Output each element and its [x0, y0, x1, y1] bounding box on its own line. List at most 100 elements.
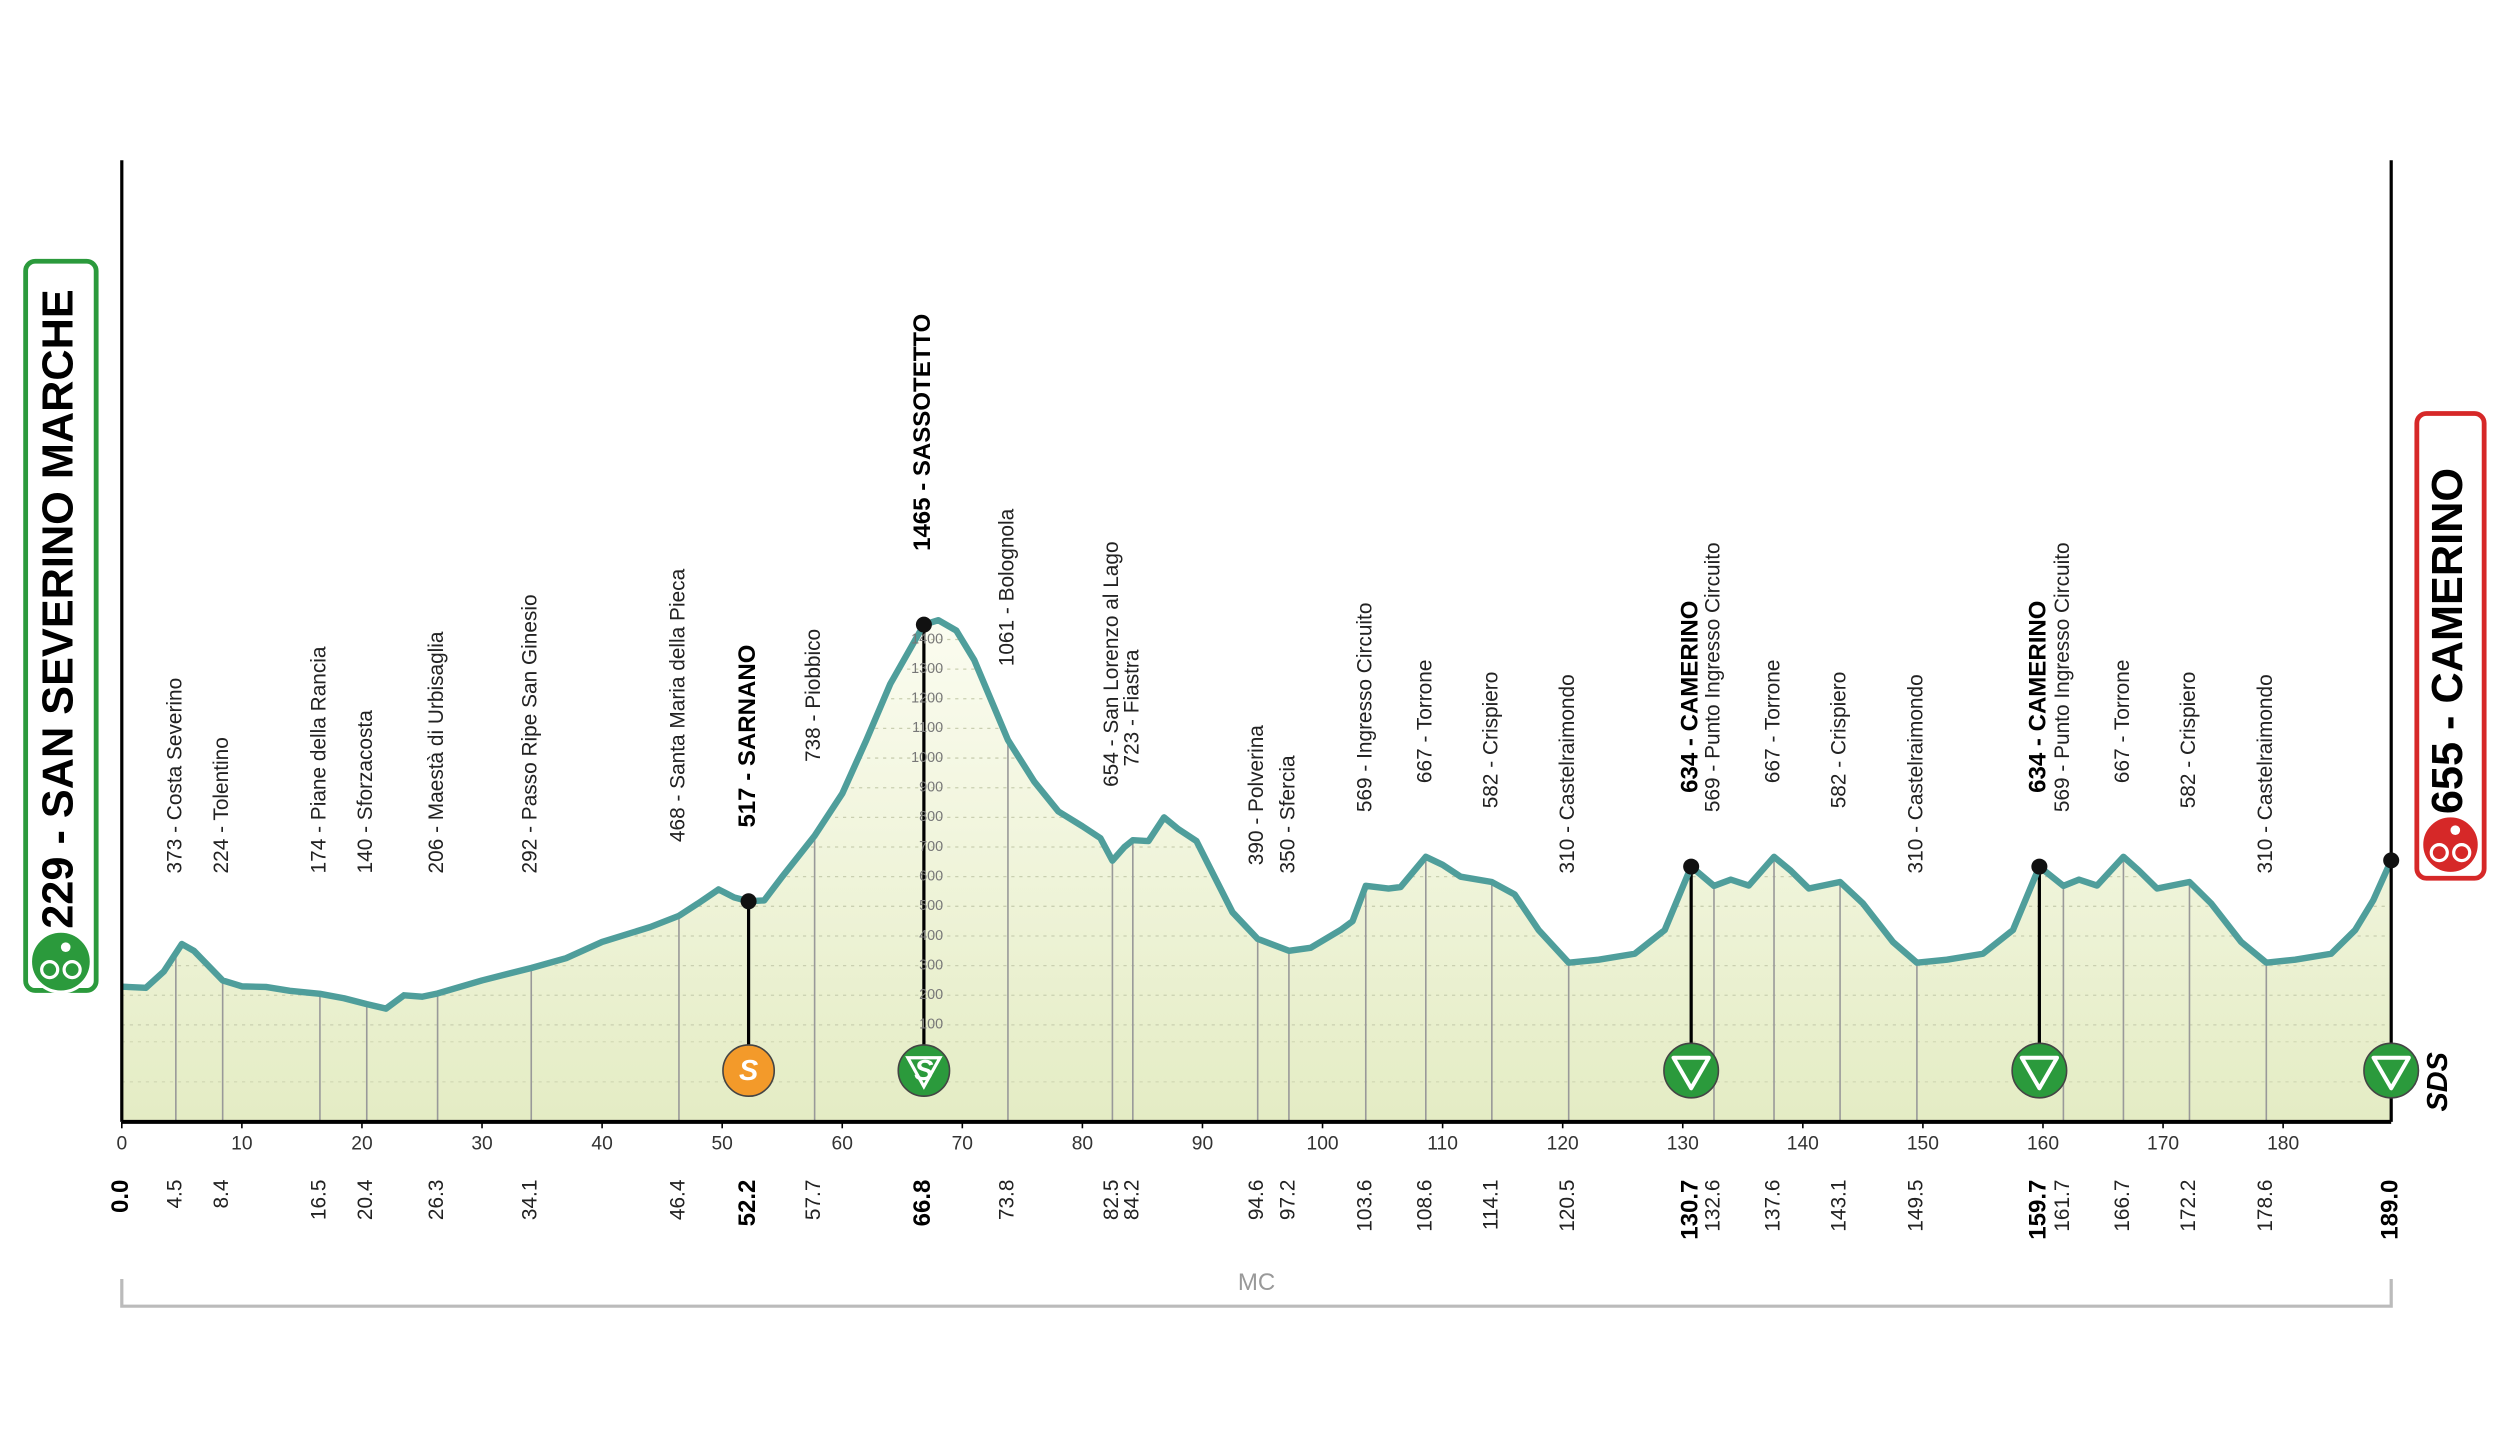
x-tick-label: 20 [351, 1133, 372, 1154]
waypoint-label: 569 - Ingresso Circuito [1353, 603, 1376, 813]
y-tick-label: 800 [919, 809, 943, 825]
elevation-line [121, 616, 2395, 1012]
waypoint-label: 140 - Sforzacosta [354, 710, 377, 874]
y-tick-label: 1400 [911, 631, 943, 647]
waypoint-label: 667 - Torrone [1413, 660, 1436, 784]
y-tick-label: 400 [919, 928, 943, 944]
km-label: 46.4 [666, 1180, 689, 1221]
km-label: 52.2 [734, 1180, 761, 1227]
x-tick-label: 180 [2267, 1133, 2299, 1154]
waypoint-label: 517 - SARNANO [734, 645, 761, 828]
circuit-icon-mark [1671, 1055, 1711, 1091]
x-tick-label: 110 [1427, 1133, 1458, 1154]
waypoint-label: 723 - Fiastra [1120, 649, 1143, 766]
elevation-area [121, 620, 2392, 1122]
y-tick-label: 300 [919, 957, 943, 973]
km-label: 137.6 [1762, 1180, 1785, 1232]
x-tick-label: 10 [231, 1133, 252, 1154]
waypoint-label: 292 - Passo Ripe San Ginesio [519, 594, 542, 873]
waypoint-label: 634 - CAMERINO [2025, 601, 2052, 793]
km-label: 114.1 [1479, 1180, 1502, 1231]
circuit-icon-mark [2371, 1055, 2411, 1091]
x-tick-label: 50 [711, 1133, 732, 1154]
finish-icon-head [2450, 825, 2461, 835]
x-tick-label: 170 [2147, 1133, 2179, 1154]
waypoint-label: 582 - Crispiero [1828, 672, 1851, 809]
km-label: 84.2 [1120, 1180, 1143, 1221]
km-label: 103.6 [1353, 1180, 1376, 1232]
province-label: MC [1238, 1269, 1275, 1296]
start-icon-wheel [62, 960, 82, 980]
y-tick-label: 600 [919, 868, 943, 884]
icon-text: S [739, 1055, 758, 1087]
province-bracket [120, 1278, 2393, 1308]
sprint-icon [722, 1044, 776, 1098]
kom-icon-mark [905, 1056, 943, 1090]
start-icon-wheel [40, 960, 60, 980]
waypoint-dot [2031, 858, 2048, 875]
km-label: 149.5 [1904, 1180, 1927, 1232]
km-label: 143.1 [1828, 1180, 1851, 1232]
finish-label: 655 - CAMERINO [2424, 468, 2472, 814]
x-tick-label: 60 [832, 1133, 853, 1154]
x-tick-label: 140 [1787, 1133, 1819, 1154]
waypoint-label: 667 - Torrone [1762, 660, 1785, 784]
waypoint-label: 468 - Santa Maria della Pieca [666, 568, 689, 842]
km-label: 120.5 [1556, 1180, 1579, 1232]
waypoint-label: 310 - Castelraimondo [1904, 674, 1927, 873]
waypoint-label: 350 - Sfercia [1276, 755, 1299, 874]
x-tick-label: 40 [591, 1133, 612, 1154]
waypoint-label: 667 - Torrone [2111, 660, 2134, 784]
waypoint-label: 1061 - Bolognola [995, 508, 1018, 666]
waypoint-dot [1683, 858, 1700, 875]
waypoint-label: 174 - Piane della Rancia [307, 646, 330, 873]
km-label: 16.5 [307, 1180, 330, 1221]
km-label: 4.5 [163, 1180, 186, 1209]
start-label: 229 - SAN SEVERINO MARCHE [34, 289, 82, 929]
km-label: 0.0 [107, 1180, 134, 1213]
start-icon [28, 929, 93, 994]
finish-icon-wheel [2452, 843, 2472, 863]
y-tick-label: 900 [919, 780, 943, 796]
km-label: 108.6 [1413, 1180, 1436, 1232]
km-label: 34.1 [519, 1180, 542, 1221]
km-label: 73.8 [995, 1180, 1018, 1221]
x-tick-label: 130 [1667, 1133, 1699, 1154]
km-label: 26.3 [425, 1180, 448, 1221]
km-label: 178.6 [2254, 1180, 2277, 1232]
waypoint-label: 582 - Crispiero [2177, 672, 2200, 809]
start-icon-head [60, 942, 71, 952]
km-label: 132.6 [1701, 1180, 1724, 1232]
waypoint-label: 224 - Tolentino [210, 737, 233, 873]
x-tick-label: 70 [952, 1133, 973, 1154]
waypoint-label: 310 - Castelraimondo [1556, 674, 1579, 873]
x-tick-label: 150 [1907, 1133, 1939, 1154]
x-tick-label: 100 [1307, 1133, 1339, 1154]
km-label: 57.7 [802, 1180, 825, 1221]
km-label: 66.8 [909, 1180, 936, 1227]
km-label: 159.7 [2025, 1180, 2052, 1240]
finish-icon [2420, 814, 2481, 876]
y-tick-label: 1300 [911, 661, 943, 677]
km-label: 8.4 [210, 1180, 233, 1209]
x-tick-label: 120 [1547, 1133, 1579, 1154]
waypoint-dot [740, 893, 757, 910]
waypoint-dot [915, 616, 932, 633]
waypoint-label: 206 - Maestà di Urbisaglia [425, 631, 448, 873]
km-label: 94.6 [1245, 1180, 1268, 1221]
waypoint-label: 582 - Crispiero [1479, 672, 1502, 809]
km-label: 130.7 [1677, 1180, 1704, 1240]
km-label: 172.2 [2177, 1180, 2200, 1232]
finish-dot [2383, 852, 2400, 869]
y-tick-label: 1100 [912, 720, 943, 736]
km-label: 20.4 [354, 1180, 377, 1221]
foreground-layer: 1002003004005006007008009001000110012001… [107, 160, 2420, 1240]
y-tick-label: 1000 [911, 750, 943, 766]
waypoint-label: 310 - Castelraimondo [2254, 674, 2277, 873]
waypoint-label: 569 - Punto Ingresso Circuito [1701, 542, 1724, 812]
x-tick-label: 80 [1072, 1133, 1093, 1154]
finish-icon-wheel [2429, 843, 2449, 863]
x-tick-label: 160 [2027, 1133, 2059, 1154]
